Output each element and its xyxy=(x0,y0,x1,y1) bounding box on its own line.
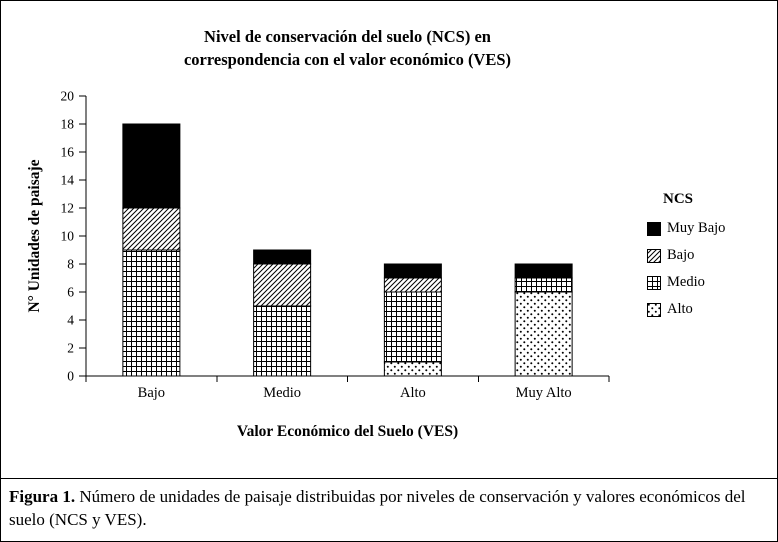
legend-swatch-diagonal xyxy=(647,248,661,263)
bar-segment-Medio-Muy Bajo xyxy=(253,249,312,265)
y-tick-label: 10 xyxy=(61,229,75,244)
legend-entries: Muy Bajo Bajo Medio Alto xyxy=(647,220,725,318)
legend-entry-Bajo: Bajo xyxy=(647,247,725,264)
y-tick-label: 2 xyxy=(67,341,74,356)
x-category-label: Bajo xyxy=(138,385,165,401)
y-tick-label: 14 xyxy=(61,173,75,188)
bar-segment-Alto-Medio xyxy=(383,291,442,363)
y-tick-label: 0 xyxy=(67,369,74,384)
chart-title-line2: correspondencia con el valor económico (… xyxy=(183,50,512,70)
bar-segment-Medio-Bajo xyxy=(253,263,312,307)
legend-swatch-solid xyxy=(647,221,661,236)
y-tick-label: 6 xyxy=(67,285,74,300)
x-category-label: Medio xyxy=(263,385,301,401)
figure-caption: Figura 1. Número de unidades de paisaje … xyxy=(1,478,777,542)
legend-entry-Medio: Medio xyxy=(647,274,725,291)
y-tick-label: 4 xyxy=(67,313,74,328)
caption-label: Figura 1. xyxy=(9,487,76,506)
plot-svg: 0 2 4 6 8 10 12 14 16 18 20 Bajo Medio Alto Muy Alto xyxy=(61,89,610,401)
legend-swatch-dots xyxy=(647,302,661,317)
y-tick-label: 12 xyxy=(61,201,75,216)
bar-segment-Bajo-Bajo xyxy=(122,207,181,251)
chart: 0 2 4 6 8 10 12 14 16 18 20 Bajo Medio Alto Muy Alto N… xyxy=(1,1,777,478)
legend-entry-Alto: Alto xyxy=(647,301,725,318)
chart-title: Nivel de conservación del suelo (NCS) en… xyxy=(86,25,609,71)
legend-label: Bajo xyxy=(667,247,695,263)
caption-text: Número de unidades de paisaje distribuid… xyxy=(9,487,746,529)
bar-segment-Alto-Bajo xyxy=(383,277,442,293)
bar-segment-Medio-Medio xyxy=(253,305,312,377)
legend-entry-Muy Bajo: Muy Bajo xyxy=(647,220,725,237)
x-axis-label: Valor Económico del Suelo (VES) xyxy=(236,423,459,440)
legend-label: Muy Bajo xyxy=(667,220,726,236)
chart-title-line1: Nivel de conservación del suelo (NCS) en xyxy=(204,27,491,46)
x-category-label: Alto xyxy=(400,385,426,401)
bar-segment-Muy Alto-Muy Bajo xyxy=(514,263,573,279)
bar-segment-Muy Alto-Alto xyxy=(514,291,573,377)
bar-segment-Bajo-Muy Bajo xyxy=(122,123,181,209)
y-tick-label: 8 xyxy=(67,257,74,272)
x-category-label: Muy Alto xyxy=(516,385,572,401)
y-tick-label: 20 xyxy=(61,89,75,104)
legend-label: Alto xyxy=(667,301,693,317)
y-tick-label: 18 xyxy=(61,117,75,132)
legend-swatch-grid xyxy=(647,275,661,290)
bar-segment-Muy Alto-Medio xyxy=(514,277,573,293)
bar-segment-Alto-Muy Bajo xyxy=(383,263,442,279)
bar-segment-Bajo-Medio xyxy=(122,249,181,377)
y-axis-label: N° Unidades de paisaje xyxy=(26,159,43,313)
legend-label: Medio xyxy=(667,274,705,290)
bar-segment-Alto-Alto xyxy=(383,361,442,377)
legend: NCS Muy Bajo Bajo Medio Alto xyxy=(647,191,725,328)
y-tick-label: 16 xyxy=(61,145,75,160)
legend-title: NCS xyxy=(663,191,694,207)
